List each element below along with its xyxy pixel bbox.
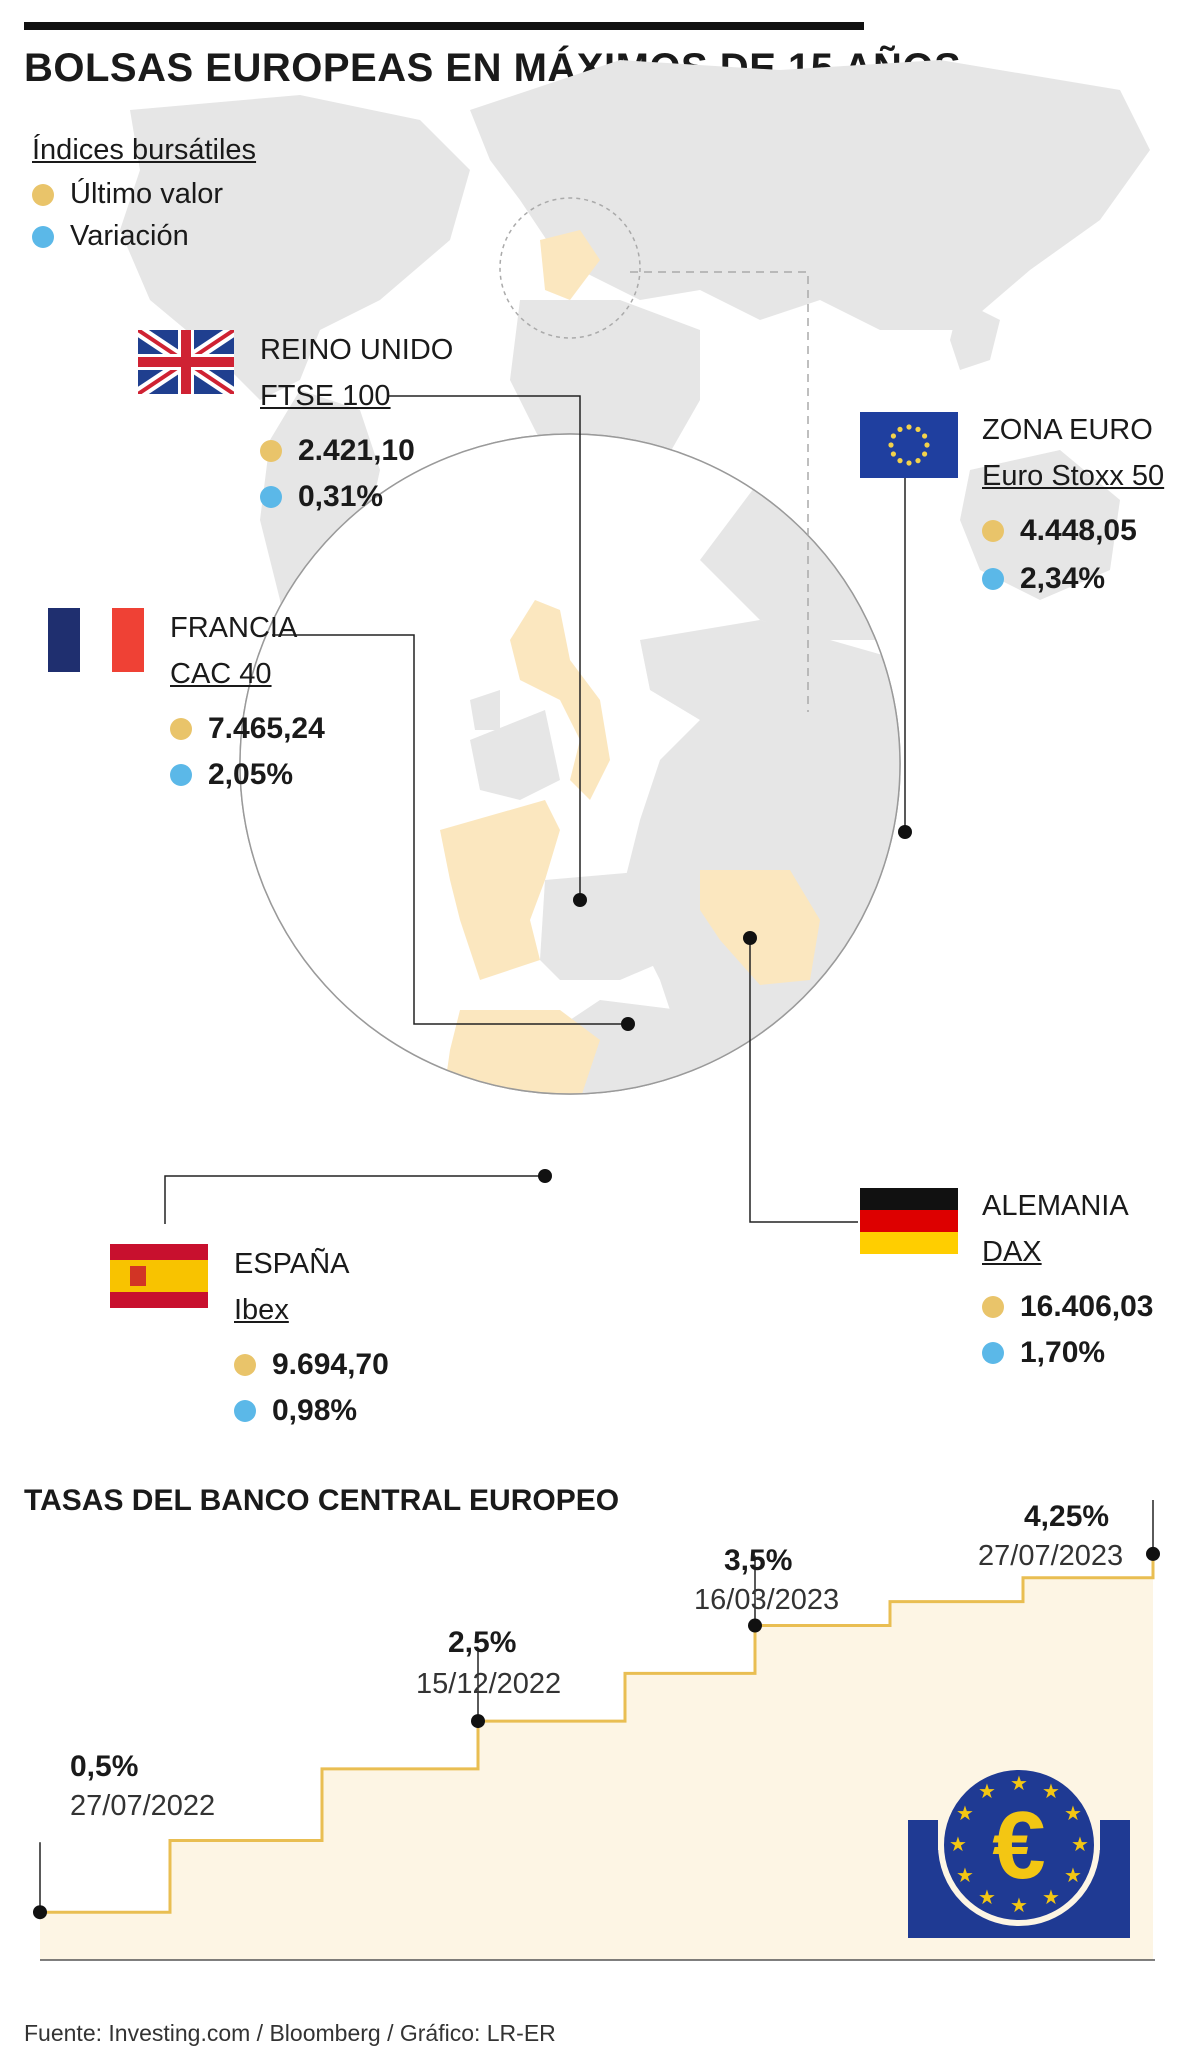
france-last-value: 7.465,24 xyxy=(170,712,325,746)
rate-point-1 xyxy=(33,1905,47,1920)
svg-text:★: ★ xyxy=(956,1865,974,1887)
legend-variation: Variación xyxy=(32,220,189,253)
svg-text:★: ★ xyxy=(1010,1895,1028,1917)
legend-last-value: Último valor xyxy=(32,178,223,211)
germany-index: DAX xyxy=(982,1236,1042,1268)
eu-flag-icon xyxy=(860,412,958,478)
rate-label-3: 3,5% xyxy=(724,1544,793,1577)
rate-label-4: 4,25% xyxy=(1024,1500,1110,1533)
germany-flag-icon xyxy=(860,1188,958,1254)
ecb-logo-circle xyxy=(938,1764,1100,1926)
spain-last-value: 9.694,70 xyxy=(234,1348,389,1382)
rate-date-1: 27/07/2022 xyxy=(70,1790,216,1822)
germany-last-value-text: 16.406,03 xyxy=(1020,1290,1154,1323)
rate-label-1: 0,5% xyxy=(70,1750,139,1783)
legend-title: Índices bursátiles xyxy=(32,134,257,166)
uk-marker xyxy=(573,893,587,907)
eurozone-variation-text: 2,34% xyxy=(1020,562,1106,595)
uk-country: REINO UNIDO xyxy=(260,334,454,366)
star-ring-icon: ★ ★★ ★★★ ★★★ ★★★ xyxy=(949,1773,1089,1917)
france-last-value-text: 7.465,24 xyxy=(208,712,325,745)
germany-variation-text: 1,70% xyxy=(1020,1336,1106,1369)
rates-series-line xyxy=(40,1553,1155,1914)
rates-step-chart: € ★ ★★ ★★★ ★★★ ★★★ xyxy=(33,1500,1160,1961)
eurozone-variation-dot xyxy=(982,568,1004,590)
svg-text:★: ★ xyxy=(956,1803,974,1825)
legend-last-value-label: Último valor xyxy=(70,178,224,210)
connector-layer xyxy=(164,395,912,1224)
rate-date-4: 27/07/2023 xyxy=(978,1540,1124,1572)
germany-marker xyxy=(743,931,757,945)
uk-last-value: 2.421,10 xyxy=(260,434,415,468)
uk-variation-text: 0,31% xyxy=(298,480,384,513)
germany-country: ALEMANIA xyxy=(982,1190,1129,1222)
uk-last-value-text: 2.421,10 xyxy=(298,434,415,467)
rate-label-2: 2,5% xyxy=(448,1626,517,1659)
europe-inset-circle xyxy=(499,197,641,339)
germany-variation-dot xyxy=(982,1342,1004,1364)
germany-last-value: 16.406,03 xyxy=(982,1290,1153,1324)
ecb-logo: € ★ ★★ ★★★ ★★★ ★★★ xyxy=(908,1764,1130,1938)
svg-text:★: ★ xyxy=(1010,1773,1028,1795)
rate-point-4 xyxy=(1146,1546,1160,1561)
source-footer: Fuente: Investing.com / Bloomberg / Gráf… xyxy=(24,2020,556,2046)
germany-variation: 1,70% xyxy=(982,1336,1105,1370)
spain-last-value-dot xyxy=(234,1354,256,1376)
spain-marker xyxy=(538,1169,552,1183)
france-variation: 2,05% xyxy=(170,758,293,792)
france-variation-text: 2,05% xyxy=(208,758,294,791)
uk-variation-dot xyxy=(260,486,282,508)
rate-point-2 xyxy=(471,1714,485,1729)
spain-variation-dot xyxy=(234,1400,256,1422)
rate-date-3: 16/03/2023 xyxy=(694,1584,840,1616)
france-variation-dot xyxy=(170,764,192,786)
uk-index: FTSE 100 xyxy=(260,380,391,412)
svg-text:★: ★ xyxy=(949,1834,967,1856)
svg-text:★: ★ xyxy=(1064,1865,1082,1887)
spain-last-value-text: 9.694,70 xyxy=(272,1348,389,1381)
spain-index: Ibex xyxy=(234,1294,289,1326)
svg-text:★: ★ xyxy=(978,1781,996,1803)
last-value-dot xyxy=(32,183,54,206)
eurozone-country: ZONA EURO xyxy=(982,414,1153,446)
spain-flag-icon xyxy=(110,1244,208,1308)
france-marker xyxy=(621,1017,635,1031)
world-map xyxy=(120,60,1150,1095)
eurozone-last-value-dot xyxy=(982,520,1004,542)
rates-area xyxy=(40,1553,1153,1960)
uk-variation: 0,31% xyxy=(260,480,383,514)
rates-title: TASAS DEL BANCO CENTRAL EUROPEO xyxy=(24,1484,620,1517)
rate-point-3 xyxy=(748,1618,762,1633)
legend-variation-label: Variación xyxy=(70,220,189,252)
rate-date-2: 15/12/2022 xyxy=(416,1668,562,1700)
svg-text:★: ★ xyxy=(1064,1803,1082,1825)
france-flag-icon xyxy=(48,608,144,672)
eurozone-marker xyxy=(898,825,912,839)
france-index: CAC 40 xyxy=(170,658,272,690)
svg-text:★: ★ xyxy=(1071,1834,1089,1856)
spain-variation-text: 0,98% xyxy=(272,1394,358,1427)
france-country: FRANCIA xyxy=(170,612,298,644)
variation-dot xyxy=(32,225,54,248)
uk-last-value-dot xyxy=(260,440,282,462)
eurozone-last-value: 4.448,05 xyxy=(982,514,1137,548)
spain-variation: 0,98% xyxy=(234,1394,357,1428)
eurozone-last-value-text: 4.448,05 xyxy=(1020,514,1137,547)
svg-text:★: ★ xyxy=(1042,1887,1060,1909)
eurozone-index: Euro Stoxx 50 xyxy=(982,460,1165,492)
germany-last-value-dot xyxy=(982,1296,1004,1318)
svg-text:★: ★ xyxy=(1042,1781,1060,1803)
spain-country: ESPAÑA xyxy=(234,1248,350,1280)
svg-text:★: ★ xyxy=(978,1887,996,1909)
title-bar xyxy=(24,22,864,30)
euro-icon: € xyxy=(992,1792,1045,1899)
eurozone-variation: 2,34% xyxy=(982,562,1105,596)
uk-flag-icon xyxy=(138,330,234,394)
france-last-value-dot xyxy=(170,718,192,740)
